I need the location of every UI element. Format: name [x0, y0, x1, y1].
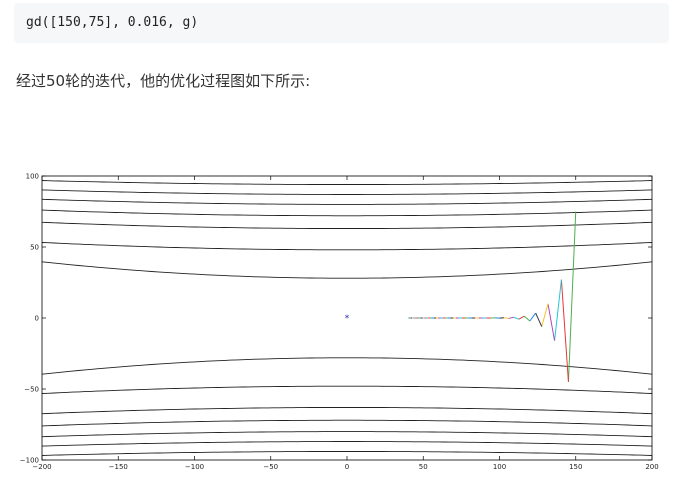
contour-line	[42, 452, 652, 456]
contour-line	[42, 243, 652, 250]
contour-line	[42, 408, 652, 414]
contour-line	[42, 199, 652, 204]
x-tick-label: −150	[109, 463, 128, 471]
code-line: gd([150,75], 0.016, g)	[26, 15, 198, 30]
contour-line	[42, 181, 652, 185]
path-segment	[519, 316, 524, 319]
contour-line	[42, 442, 652, 447]
y-tick-label: −50	[24, 386, 39, 394]
path-segment	[524, 316, 530, 321]
path-segment	[548, 304, 555, 341]
code-block: gd([150,75], 0.016, g)	[14, 3, 669, 43]
path-segment	[542, 304, 548, 327]
contour-line	[42, 432, 652, 437]
contour-line	[42, 358, 652, 374]
contour-line	[42, 222, 652, 228]
x-tick-label: 200	[645, 463, 658, 471]
path-segment	[536, 313, 542, 326]
y-tick-label: 0	[35, 315, 39, 323]
descent-path	[408, 212, 575, 382]
contour-line	[42, 190, 652, 195]
contour-line	[42, 386, 652, 393]
x-tick-label: 100	[493, 463, 506, 471]
contour-line	[42, 420, 652, 426]
contour-line	[42, 210, 652, 216]
path-segment	[530, 313, 536, 321]
minimum-marker: *	[345, 314, 350, 324]
path-segment	[509, 317, 514, 318]
paragraph-text: 经过50轮的迭代，他的优化过程图如下所示:	[16, 70, 310, 91]
x-tick-label: 0	[345, 463, 349, 471]
path-segment	[504, 318, 509, 319]
y-tick-label: 50	[30, 244, 39, 252]
path-segment	[555, 280, 562, 341]
x-tick-label: 150	[569, 463, 582, 471]
x-tick-label: 50	[419, 463, 428, 471]
x-tick-label: −50	[263, 463, 278, 471]
y-tick-label: 100	[26, 173, 39, 181]
x-tick-label: −100	[185, 463, 204, 471]
y-tick-label: −100	[20, 457, 39, 465]
path-segment	[568, 212, 575, 382]
minimum-star: *	[345, 314, 350, 324]
path-segment	[514, 317, 519, 319]
contour-line	[42, 262, 652, 278]
